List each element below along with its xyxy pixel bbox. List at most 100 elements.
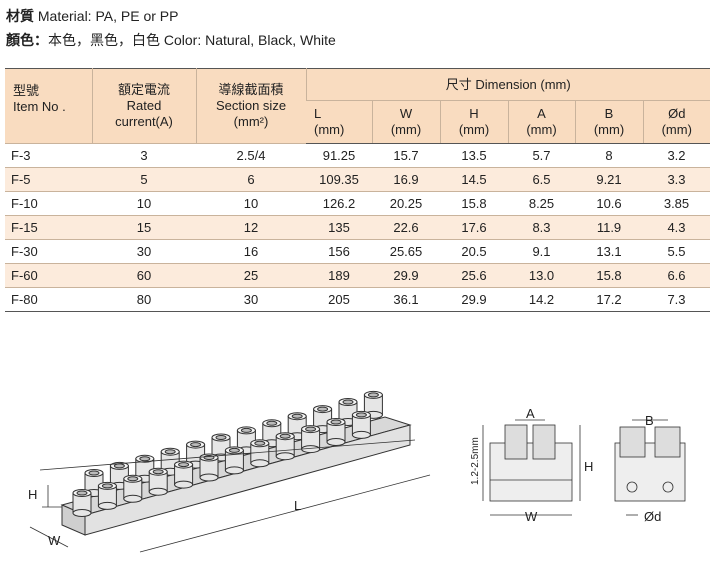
dim-text: (mm) bbox=[390, 122, 422, 137]
dim-label: L bbox=[294, 498, 301, 513]
table-cell: 15.8 bbox=[440, 191, 508, 216]
drawings: H W L A H 1.2-2.5mm W B Ød bbox=[28, 390, 686, 553]
block-part bbox=[305, 426, 317, 432]
table-row: F-5 5 6 109.35 16.9 14.5 6.5 9.21 3.3 bbox=[5, 167, 710, 192]
block-part bbox=[355, 412, 367, 418]
table-cell: 25 bbox=[196, 263, 306, 288]
dim-text: (mm) bbox=[458, 122, 490, 137]
block-part bbox=[279, 433, 291, 439]
block-part bbox=[101, 483, 113, 489]
dim-text: (mm) bbox=[661, 122, 692, 137]
table-cell: F-5 bbox=[5, 167, 92, 192]
block-part bbox=[254, 440, 266, 446]
table-cell: 13.5 bbox=[440, 143, 508, 168]
block-part bbox=[174, 480, 194, 489]
table-cell: 17.6 bbox=[440, 215, 508, 240]
dimension-header: 尺寸 Dimension (mm) bbox=[305, 68, 710, 101]
table-cell: 2.5/4 bbox=[196, 143, 306, 168]
table-cell: 30 bbox=[196, 287, 306, 312]
dim-text: A bbox=[537, 106, 546, 121]
dim-label: 1.2-2.5mm bbox=[470, 437, 481, 485]
block-part bbox=[113, 463, 125, 469]
block-part bbox=[215, 435, 227, 440]
block-part bbox=[123, 494, 143, 503]
table-cell: 5.5 bbox=[643, 239, 710, 264]
dim-text: B bbox=[604, 106, 614, 121]
dim-header: Ød (mm) bbox=[642, 100, 710, 144]
table-cell: 205 bbox=[306, 287, 372, 312]
table-cell: 20.25 bbox=[372, 191, 440, 216]
text: 本色，黑色，白色 Color: Natural, Black, White bbox=[48, 32, 336, 48]
table-cell: 22.6 bbox=[372, 215, 440, 240]
dim-label: Ød bbox=[644, 509, 661, 524]
block-part bbox=[250, 459, 270, 468]
table-cell: 3.3 bbox=[643, 167, 710, 192]
table-cell: 7.3 bbox=[643, 287, 710, 312]
dim-text: H bbox=[469, 106, 479, 121]
table-cell: F-60 bbox=[5, 263, 92, 288]
table-cell: 8.25 bbox=[508, 191, 575, 216]
block-part bbox=[152, 469, 164, 475]
table-cell: 60 bbox=[92, 263, 196, 288]
table-cell: 20.5 bbox=[440, 239, 508, 264]
table-row: F-80 80 30 205 36.1 29.9 14.2 17.2 7.3 bbox=[5, 287, 710, 312]
block-part bbox=[351, 430, 371, 439]
color-line: 顏色：本色，黑色，白色 Color: Natural, Black, White bbox=[6, 30, 336, 50]
dim-label: B bbox=[645, 413, 654, 428]
dim-label: W bbox=[48, 533, 61, 548]
table-cell: 5.7 bbox=[508, 143, 575, 168]
table-cell: 14.2 bbox=[508, 287, 575, 312]
table-cell: 6 bbox=[196, 167, 306, 192]
table-cell: F-30 bbox=[5, 239, 92, 264]
table-row: F-3 3 2.5/4 91.25 15.7 13.5 5.7 8 3.2 bbox=[5, 143, 710, 168]
table-row: F-15 15 12 135 22.6 17.6 8.3 11.9 4.3 bbox=[5, 215, 710, 240]
table-cell: 109.35 bbox=[306, 167, 372, 192]
block-part bbox=[291, 413, 303, 419]
block-part bbox=[199, 473, 219, 482]
block-part bbox=[342, 399, 354, 405]
table-cell: 36.1 bbox=[372, 287, 440, 312]
table-cell: 15.8 bbox=[575, 263, 643, 288]
block-part bbox=[240, 427, 252, 433]
table-cell: 10 bbox=[196, 191, 306, 216]
block-part bbox=[72, 509, 92, 517]
dim-text: L bbox=[314, 106, 322, 121]
table-cell: 9.1 bbox=[508, 239, 575, 264]
block-part bbox=[84, 424, 411, 536]
table-cell: 15.7 bbox=[372, 143, 440, 168]
table-cell: 25.6 bbox=[440, 263, 508, 288]
table-cell: 16.9 bbox=[372, 167, 440, 192]
block-part bbox=[330, 419, 342, 425]
table-cell: 10.6 bbox=[575, 191, 643, 216]
block-part bbox=[317, 406, 329, 412]
table-cell: 8.3 bbox=[508, 215, 575, 240]
text: Material: PA, PE or PP bbox=[37, 8, 179, 24]
dim-text: Ød bbox=[668, 106, 686, 121]
block-part bbox=[266, 420, 278, 426]
dim-header: L (mm) bbox=[306, 100, 372, 144]
table-cell: F-15 bbox=[5, 215, 92, 240]
dim-label: A bbox=[526, 406, 535, 421]
block-part bbox=[97, 501, 117, 510]
material-line: 材質 Material: PA, PE or PP bbox=[6, 6, 178, 26]
table-cell: 6.6 bbox=[643, 263, 710, 288]
table-cell: 3 bbox=[92, 143, 196, 168]
table-cell: 25.65 bbox=[372, 239, 440, 264]
table-cell: 13.0 bbox=[508, 263, 575, 288]
table-cell: 135 bbox=[306, 215, 372, 240]
block-part bbox=[127, 476, 139, 482]
section-header: 導線截面積 Section size (mm²) bbox=[195, 68, 306, 144]
table-cell: 30 bbox=[92, 239, 196, 264]
table-cell: 16 bbox=[196, 239, 306, 264]
table-cell: 80 bbox=[92, 287, 196, 312]
table-cell: 91.25 bbox=[306, 143, 372, 168]
dim-label: H bbox=[584, 459, 593, 474]
table-row: F-60 60 25 189 29.9 25.6 13.0 15.8 6.6 bbox=[5, 263, 710, 288]
table-cell: 14.5 bbox=[440, 167, 508, 192]
block-part bbox=[367, 392, 379, 398]
dim-text: (mm) bbox=[526, 122, 557, 137]
table-cell: F-80 bbox=[5, 287, 92, 312]
table-cell: 17.2 bbox=[575, 287, 643, 312]
dim-text: (mm) bbox=[593, 122, 625, 137]
